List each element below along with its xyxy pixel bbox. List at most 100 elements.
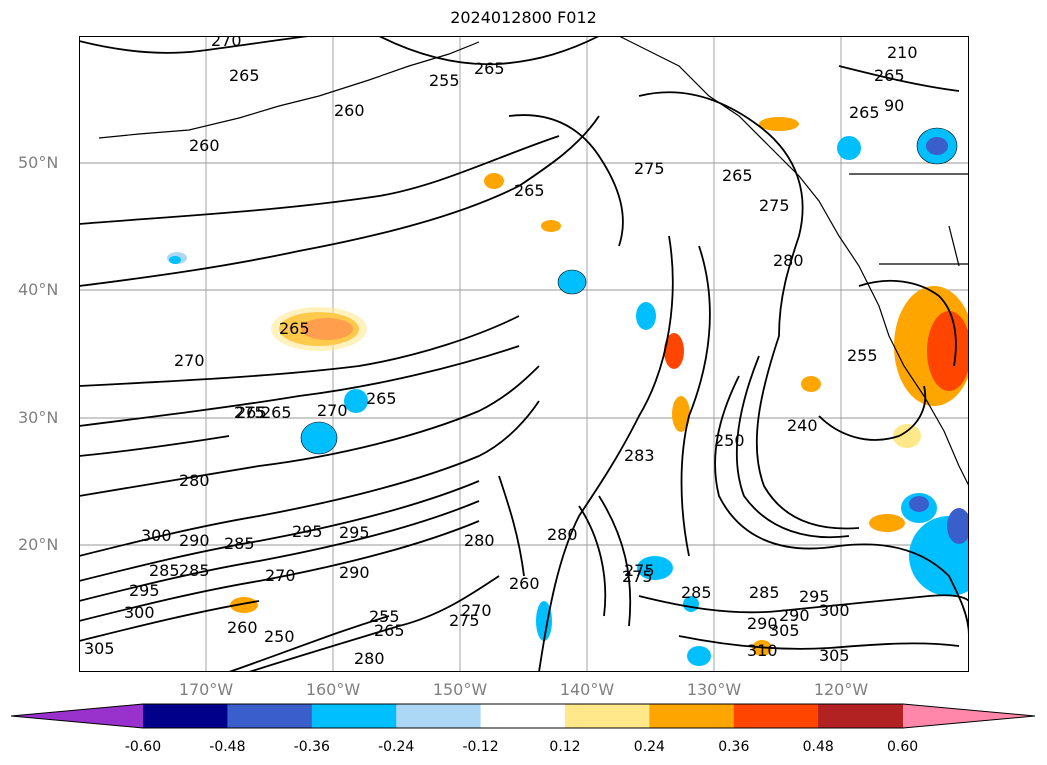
lon-label-170w: 170°W: [178, 680, 234, 699]
contour-label: 265: [229, 66, 260, 85]
blue-blob: [169, 256, 181, 264]
blue-blob-core: [926, 137, 948, 155]
contour-label: 310: [747, 641, 778, 660]
colorbar-cell: [311, 704, 397, 728]
colorbar-cell: [227, 704, 313, 728]
contour-label: 280: [179, 471, 210, 490]
blue-blob: [687, 646, 711, 666]
orange-blob: [541, 220, 561, 232]
orange-blob: [759, 117, 799, 131]
orange-blob: [869, 514, 905, 532]
colorbar-cell: [565, 704, 650, 728]
lon-label-150w: 150°W: [432, 680, 488, 699]
colorbar-cell: [733, 704, 819, 728]
coastlines: [98, 36, 969, 487]
colorbar-cell: [649, 704, 735, 728]
blue-blob: [536, 601, 552, 641]
contour-label: 265: [366, 389, 397, 408]
graticule: [79, 36, 969, 672]
contour-label: 275: [624, 561, 655, 580]
contour-label: 260: [227, 618, 258, 637]
orange-blob: [672, 396, 690, 432]
contour-label: 275: [234, 403, 265, 422]
contour-label: 285: [749, 583, 780, 602]
blue-blob: [344, 389, 368, 413]
lat-label-40n: 40°N: [18, 280, 59, 299]
contour-label: 285: [179, 561, 210, 580]
lat-label-50n: 50°N: [18, 153, 59, 172]
contour-label: 90: [884, 96, 904, 115]
contour-label: 275: [759, 196, 790, 215]
contour-label: 285: [224, 534, 255, 553]
contour-label: 240: [787, 416, 818, 435]
contour-label: 295: [799, 587, 830, 606]
contour-label: 280: [547, 525, 578, 544]
contour-label: 300: [819, 601, 850, 620]
lon-label-130w: 130°W: [686, 680, 742, 699]
contour-label: 260: [509, 574, 540, 593]
blue-blob-core: [909, 496, 929, 512]
contour-label: 270: [174, 351, 205, 370]
contour-label: 260: [334, 101, 365, 120]
contour-label: 285: [149, 561, 180, 580]
orange-blob: [484, 173, 504, 189]
colorbar: [10, 703, 1036, 729]
contour-label: 260: [189, 136, 220, 155]
colorbar-tick-label: -0.24: [378, 739, 415, 755]
orange-blob-core: [927, 311, 969, 391]
contour-label: 265: [474, 59, 505, 78]
colorbar-tick-label: 0.60: [887, 739, 919, 755]
blue-blob: [558, 270, 586, 294]
contour-label: 300: [141, 526, 172, 545]
lon-label-140w: 140°W: [559, 680, 615, 699]
contour-label: 265: [374, 621, 405, 640]
colorbar-tick-label: -0.48: [209, 739, 246, 755]
map-title: 2024012800 F012: [450, 8, 597, 27]
contour-label: 265: [849, 103, 880, 122]
colorbar-cell: [480, 704, 566, 728]
contour-label: 250: [264, 627, 295, 646]
contour-label: 265: [279, 319, 310, 338]
blue-blob: [837, 136, 861, 160]
colorbar-tick-label: -0.36: [293, 739, 330, 755]
contour-label: 295: [292, 522, 323, 541]
contour-label: 283: [624, 446, 655, 465]
contour-label: 265: [261, 403, 292, 422]
contour-label: 290: [179, 531, 210, 550]
contour-label: 305: [84, 639, 115, 658]
orange-blob: [664, 333, 684, 369]
contour-label: 290: [339, 563, 370, 582]
contour-label: 210: [887, 43, 918, 62]
colorbar-extend-high: [903, 704, 1035, 728]
colorbar-tick-label: -0.12: [462, 739, 499, 755]
contour-label: 305: [819, 646, 850, 665]
colorbar-tick-label: 0.24: [633, 739, 665, 755]
contour-label: 280: [773, 251, 804, 270]
lat-label-20n: 20°N: [18, 535, 59, 554]
colorbar-extend-low: [11, 704, 143, 728]
contour-label: 290: [779, 606, 810, 625]
colorbar-tick-label: 0.12: [549, 739, 581, 755]
contour-label: 255: [369, 607, 400, 626]
contour-label: 290: [747, 614, 778, 633]
contour-label: 280: [354, 649, 385, 668]
blue-blob-core: [947, 508, 969, 544]
contour-label: 265: [722, 166, 753, 185]
contour-label: 275: [634, 159, 665, 178]
contour-lines: [79, 36, 969, 672]
contour-label: 265: [874, 66, 905, 85]
colorbar-cell: [143, 704, 228, 728]
contour-label: 250: [714, 431, 745, 450]
blue-blob: [301, 422, 337, 454]
contour-label: 270: [211, 36, 242, 50]
map-plot-area[interactable]: 270 265 255 265 260 260 210 265 265 90 275 265 265 27…: [79, 36, 969, 672]
blue-blob: [637, 556, 673, 580]
blue-blob: [636, 302, 656, 330]
colorbar-tick-label: 0.36: [718, 739, 750, 755]
contour-label: 300: [124, 603, 155, 622]
contour-label: 265: [514, 181, 545, 200]
orange-blob: [230, 597, 258, 613]
contour-label: 285: [681, 583, 712, 602]
contour-label: 265: [236, 403, 267, 422]
contour-label: 275: [622, 567, 653, 586]
